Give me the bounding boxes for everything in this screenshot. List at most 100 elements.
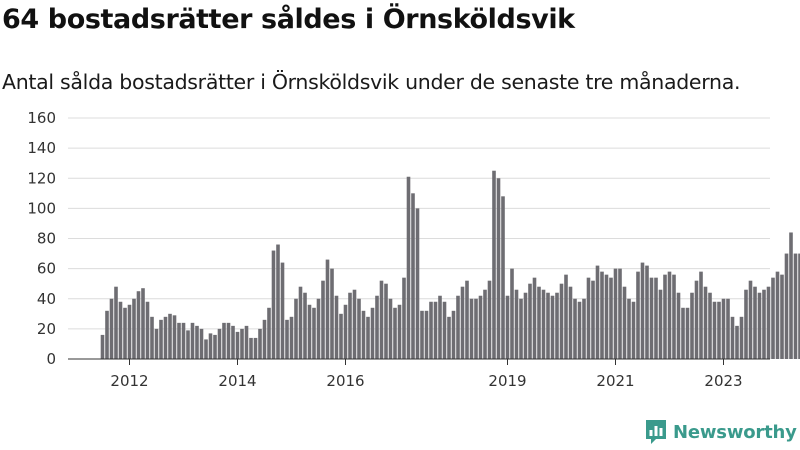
newsworthy-bar-chart-icon (646, 420, 666, 444)
x-tick-label: 2016 (326, 372, 364, 390)
bar (388, 298, 393, 359)
bar (366, 316, 370, 359)
bar (244, 325, 249, 359)
bar (649, 277, 654, 359)
bar (186, 330, 190, 359)
bar (307, 304, 312, 359)
bar (600, 271, 604, 359)
bar (550, 295, 555, 359)
bar (177, 322, 181, 359)
bar (681, 307, 685, 359)
bar (609, 277, 613, 359)
bar (357, 298, 361, 359)
bar (163, 316, 168, 359)
bar (172, 315, 177, 359)
bar (555, 292, 559, 359)
bar (298, 286, 303, 359)
x-tick-label: 2014 (218, 372, 256, 390)
bar (168, 313, 172, 359)
bar (586, 277, 591, 359)
bar (690, 292, 694, 359)
bar (249, 337, 253, 359)
bar (492, 170, 496, 359)
bar (433, 301, 438, 359)
bar (204, 339, 208, 359)
bar (208, 333, 213, 359)
bar (699, 271, 703, 359)
bar (613, 268, 618, 359)
bar (195, 325, 199, 359)
bar (343, 304, 348, 359)
bar (771, 277, 775, 359)
bar (420, 310, 424, 359)
bar (694, 280, 699, 359)
bar (370, 307, 375, 359)
bar (501, 196, 505, 359)
bar (402, 277, 406, 359)
bar (541, 289, 546, 359)
y-tick-label: 160 (27, 109, 56, 127)
bar (573, 298, 577, 359)
bar (253, 337, 258, 359)
bar (231, 325, 235, 359)
y-tick-label: 140 (27, 139, 56, 157)
bar (528, 283, 532, 359)
bar (447, 316, 451, 359)
bar (442, 301, 447, 359)
bar (748, 280, 753, 359)
bar (330, 268, 334, 359)
bar (456, 295, 460, 359)
bar (645, 265, 649, 359)
bar (577, 301, 582, 359)
bar (276, 244, 280, 359)
bar (235, 331, 240, 359)
bar (217, 328, 222, 359)
bar (631, 301, 636, 359)
bar (478, 295, 483, 359)
bar (127, 304, 132, 359)
bar (109, 298, 114, 359)
bar (159, 319, 163, 359)
y-tick-label: 0 (46, 350, 56, 368)
y-tick-label: 20 (37, 320, 56, 338)
bar (730, 316, 735, 359)
bar (496, 178, 501, 359)
bar (289, 316, 294, 359)
bar (384, 283, 388, 359)
page-subtitle: Antal sålda bostadsrätter i Örnsköldsvik… (2, 70, 741, 94)
bar (505, 295, 510, 359)
x-tick-label: 2023 (704, 372, 742, 390)
bar (546, 292, 550, 359)
bar (339, 313, 343, 359)
bar (595, 265, 600, 359)
bar (285, 319, 289, 359)
x-tick-label: 2021 (596, 372, 634, 390)
bar (312, 307, 316, 359)
bar (622, 286, 627, 359)
bar (303, 292, 307, 359)
bar (753, 286, 757, 359)
bar (636, 271, 640, 359)
bar (361, 310, 366, 359)
bar (663, 274, 667, 359)
bar (568, 286, 573, 359)
bar (559, 283, 564, 359)
logo-text: Newsworthy (673, 421, 797, 443)
bar (190, 322, 195, 359)
bar (258, 328, 262, 359)
bar (532, 277, 537, 359)
bar (271, 250, 276, 359)
bar (321, 280, 325, 359)
bar (267, 307, 271, 359)
bar (118, 301, 123, 359)
bar (334, 295, 339, 359)
bar (582, 298, 586, 359)
bar (672, 274, 676, 359)
bar (739, 316, 744, 359)
bar (154, 328, 159, 359)
y-tick-label: 60 (37, 260, 56, 278)
bar (712, 301, 717, 359)
bar (123, 307, 127, 359)
bar (424, 310, 429, 359)
